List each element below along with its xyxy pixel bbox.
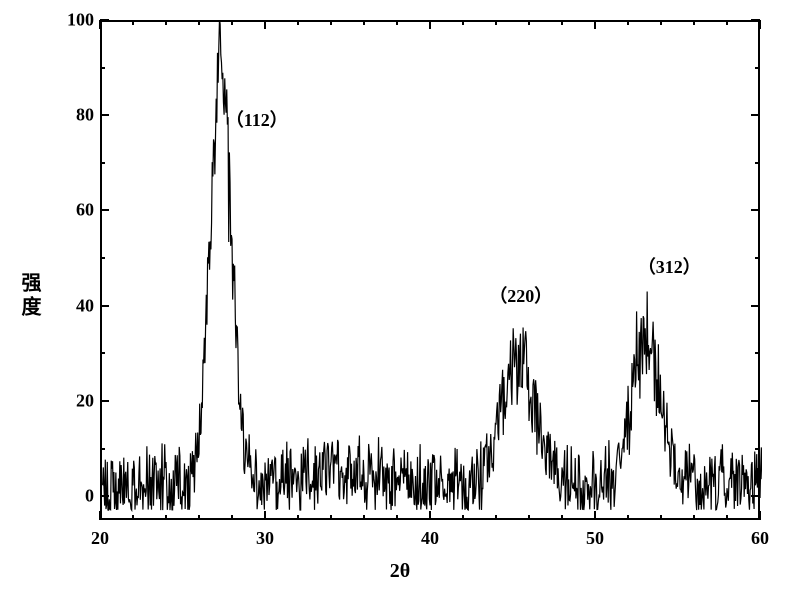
- x-tick-label: 40: [421, 528, 439, 549]
- y-tick-label: 0: [85, 486, 94, 507]
- x-tick-label: 60: [751, 528, 769, 549]
- x-axis-label: 2θ: [390, 560, 410, 583]
- x-tick-label: 50: [586, 528, 604, 549]
- peak-label: （112）: [226, 106, 288, 132]
- y-axis-label: 强度: [15, 272, 44, 320]
- x-tick-label: 30: [256, 528, 274, 549]
- y-tick-label: 60: [76, 200, 94, 221]
- peak-label: （220）: [489, 282, 552, 308]
- peak-label: （312）: [638, 253, 701, 279]
- y-tick-label: 100: [67, 10, 94, 31]
- y-tick-label: 20: [76, 390, 94, 411]
- x-tick-label: 20: [91, 528, 109, 549]
- y-tick-label: 40: [76, 295, 94, 316]
- y-tick-label: 80: [76, 105, 94, 126]
